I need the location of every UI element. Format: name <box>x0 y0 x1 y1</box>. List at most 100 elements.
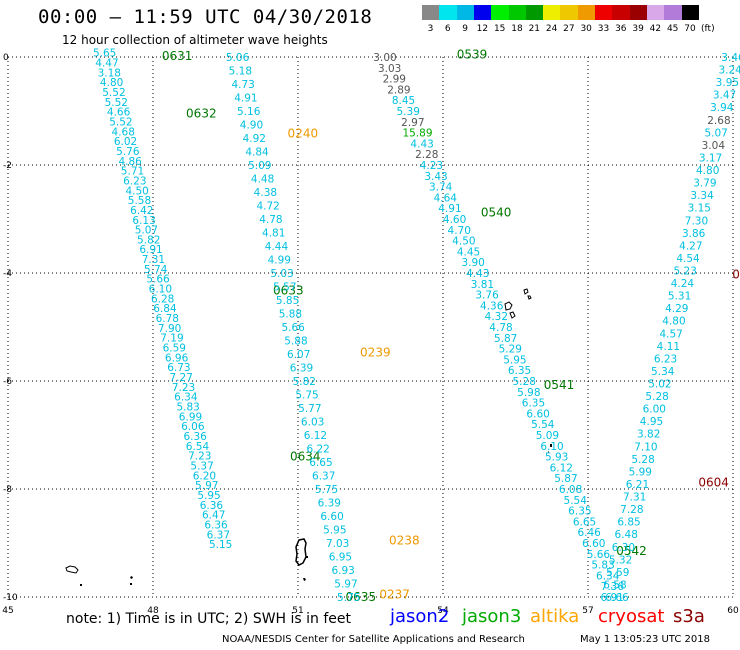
wave-height-label: 4.72 <box>256 201 279 213</box>
wave-height-label: 4.45 <box>457 246 480 258</box>
wave-height-label: 6.47 <box>202 510 225 522</box>
wave-height-label: 6.07 <box>287 349 310 361</box>
wave-height-label: 3.81 <box>471 279 494 291</box>
pass-time-label: 0240 <box>288 127 319 141</box>
wave-height-label: 5.82 <box>137 234 160 246</box>
wave-height-label: 6.48 <box>615 529 638 541</box>
wave-height-label: 4.92 <box>243 133 266 145</box>
wave-height-label: 6.42 <box>130 205 153 217</box>
wave-height-label: 4.11 <box>657 341 680 353</box>
pass-time-label: 0631 <box>162 49 193 63</box>
wave-height-label: 4.95 <box>640 416 663 428</box>
island <box>295 538 307 566</box>
wave-height-label: 6.13 <box>132 215 155 227</box>
wave-height-label: 7.31 <box>142 254 165 266</box>
wave-height-label: 5.95 <box>323 525 346 537</box>
wave-height-label: 6.22 <box>306 444 329 456</box>
legend-label: 39 <box>632 24 644 34</box>
legend-swatch <box>422 5 440 20</box>
wave-height-label: 4.47 <box>95 58 118 70</box>
wave-height-label: 5.87 <box>494 333 517 345</box>
wave-height-label: 6.06 <box>181 421 205 433</box>
wave-height-label: 5.66 <box>281 322 305 334</box>
wave-height-label: 3.03 <box>378 63 401 75</box>
wave-height-label: 4.27 <box>679 240 702 252</box>
legend-label: 42 <box>649 24 662 34</box>
wave-height-label: 4.50 <box>125 185 148 197</box>
wave-height-label: 5.83 <box>176 401 199 413</box>
wave-height-label: 5.57 <box>273 282 296 294</box>
pass-time-label: 0238 <box>389 533 420 547</box>
wave-height-label: 5.54 <box>531 419 555 431</box>
wave-height-label: 5.95 <box>197 490 220 502</box>
color-legend: 3 6 9 12 15 18 21 24 27 30 33 36 39 42 45 70 (ft) <box>422 5 732 37</box>
y-tick-label: 0 <box>3 53 9 63</box>
wave-height-label: 6.02 <box>114 136 137 148</box>
wave-height-label: 4.23 <box>420 160 443 172</box>
wave-height-label: 6.54 <box>186 441 210 453</box>
wave-height-label: 5.02 <box>648 379 671 391</box>
legend-label: 33 <box>597 24 610 34</box>
wave-height-label: 5.06 <box>226 52 250 64</box>
wave-height-label: 5.97 <box>334 579 357 591</box>
wave-height-label: 5.09 <box>248 160 271 172</box>
wave-height-label: 5.95 <box>503 354 526 366</box>
wave-height-label: 3.18 <box>98 67 121 79</box>
wave-height-label: 5.29 <box>499 344 522 356</box>
wave-height-label: 7.31 <box>623 492 646 504</box>
wave-height-label: 5.75 <box>337 592 360 604</box>
wave-height-label: 5.32 <box>609 554 632 566</box>
wave-height-label: 5.66 <box>587 549 611 561</box>
wave-height-label: 6.00 <box>643 404 666 416</box>
wave-height-label: 5.97 <box>195 480 218 492</box>
island <box>303 556 308 581</box>
wave-height-label: 4.66 <box>107 107 131 119</box>
legend-label: 9 <box>462 24 468 34</box>
wave-height-label: 3.76 <box>475 290 499 302</box>
wave-height-label: 4.29 <box>665 303 688 315</box>
wave-height-label: 4.48 <box>251 174 274 186</box>
wave-height-label: 4.90 <box>240 120 263 132</box>
x-tick-label: 51 <box>292 606 303 616</box>
wave-height-label: 5.31 <box>668 291 691 303</box>
wave-height-label: 6.35 <box>508 365 531 377</box>
x-tick-label: 48 <box>147 606 159 616</box>
wave-height-label: 6.21 <box>626 479 649 491</box>
wave-height-label: 5.82 <box>293 376 316 388</box>
wave-height-label: 7.03 <box>326 538 349 550</box>
x-tick-label: 60 <box>727 606 739 616</box>
wave-height-label: 6.58 <box>603 579 626 591</box>
wave-height-label: 4.43 <box>466 268 489 280</box>
wave-height-label: 4.91 <box>234 93 257 105</box>
wave-height-label: 6.37 <box>207 529 230 541</box>
wave-height-label: 6.60 <box>582 538 605 550</box>
wave-height-label: 5.28 <box>631 454 654 466</box>
wave-height-label: 5.58 <box>128 195 151 207</box>
wave-height-label: 4.73 <box>231 79 254 91</box>
wave-height-label: 6.28 <box>151 293 174 305</box>
legend-label: 6 <box>444 24 451 34</box>
legend-swatch <box>473 5 492 20</box>
wave-height-label: 3.86 <box>682 228 706 240</box>
wave-height-label: 4.24 <box>671 278 695 290</box>
wave-height-label: 6.65 <box>309 457 332 469</box>
legend-label: 3 <box>427 24 434 34</box>
wave-height-label: 6.08 <box>559 484 582 496</box>
wave-height-label: 6.34 <box>596 570 620 582</box>
wave-height-label: 6.84 <box>153 303 177 315</box>
wave-height-label: 5.07 <box>704 127 727 139</box>
wave-height-label: 5.66 <box>146 274 170 286</box>
wave-height-label: 6.12 <box>550 462 573 474</box>
wave-height-label: 6.46 <box>577 527 601 539</box>
wave-height-label: 5.59 <box>606 567 629 579</box>
wave-height-label: 4.80 <box>662 316 685 328</box>
wave-height-label: 3.79 <box>693 178 716 190</box>
satellite-altika: altika <box>530 606 580 627</box>
legend-unit: (ft) <box>701 24 715 34</box>
satellite-s3a: s3a <box>673 606 705 627</box>
wave-height-label: 6.36 <box>183 431 207 443</box>
wave-height-label: 7.90 <box>158 323 181 335</box>
map-grid: 45 48 51 54 57 60 0 -2 -4 -6 -8 -10 <box>2 53 739 616</box>
wave-height-label: 4.57 <box>659 328 682 340</box>
wave-height-label: 6.66 <box>605 592 629 604</box>
